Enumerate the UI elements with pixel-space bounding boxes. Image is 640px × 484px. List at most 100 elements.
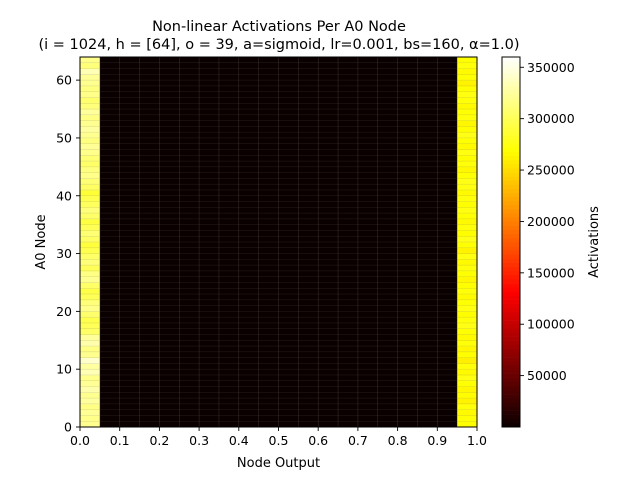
heatmap-cell: [179, 132, 200, 139]
heatmap-cell: [298, 236, 319, 243]
heatmap-cell: [318, 189, 339, 197]
colorbar-band: [502, 237, 520, 243]
heatmap-cell: [298, 357, 319, 364]
heatmap-cell: [338, 253, 359, 260]
heatmap-cell: [417, 259, 438, 266]
colorbar-band: [502, 365, 520, 370]
heatmap-cell: [258, 305, 279, 312]
heatmap-cell: [238, 143, 260, 150]
heatmap-cell: [258, 178, 279, 185]
heatmap-cell: [99, 97, 121, 104]
heatmap-cell: [318, 132, 339, 139]
heatmap-cell: [199, 415, 220, 422]
colorbar-band: [502, 414, 520, 420]
heatmap-cell: [338, 386, 359, 393]
heatmap-cell: [238, 213, 260, 220]
heatmap-cell: [238, 91, 260, 98]
heatmap-cell: [238, 178, 260, 185]
heatmap-cell: [377, 236, 398, 243]
heatmap-cell: [377, 265, 398, 272]
heatmap-cell: [437, 137, 458, 145]
heatmap-cell: [99, 265, 121, 272]
heatmap-cell: [318, 166, 339, 174]
heatmap-cell: [437, 201, 458, 208]
heatmap-cell: [258, 403, 279, 411]
heatmap-cell: [218, 363, 240, 370]
heatmap-cell: [417, 311, 438, 318]
heatmap-cell: [199, 189, 220, 197]
heatmap-cell: [298, 97, 319, 104]
heatmap-cell: [397, 242, 418, 249]
heatmap-cell: [377, 103, 398, 110]
colorbar-band: [502, 139, 520, 144]
heatmap-cell: [397, 68, 418, 75]
heatmap-cell: [417, 374, 438, 382]
heatmap-cell: [139, 230, 160, 237]
heatmap-cell: [80, 213, 101, 220]
heatmap-cell: [119, 351, 140, 359]
heatmap-cell: [357, 270, 379, 278]
heatmap-cell: [218, 305, 240, 312]
heatmap-cell: [179, 97, 200, 104]
heatmap-cell: [377, 253, 398, 260]
heatmap-cell: [357, 282, 379, 289]
heatmap-cell: [298, 195, 319, 202]
heatmap-cell: [417, 120, 438, 127]
heatmap-cell: [437, 149, 458, 156]
heatmap-cell: [417, 85, 438, 93]
heatmap-cell: [457, 218, 478, 226]
heatmap-cell: [80, 282, 101, 289]
heatmap-cell: [377, 137, 398, 145]
heatmap-cell: [298, 242, 319, 249]
heatmap-cell: [397, 184, 418, 191]
heatmap-cell: [357, 421, 379, 428]
heatmap-cell: [139, 288, 160, 295]
colorbar-tick-label: 350000: [527, 60, 575, 75]
heatmap-cell: [139, 143, 160, 150]
heatmap-cell: [218, 236, 240, 243]
heatmap-cell: [377, 155, 398, 162]
heatmap-cell: [258, 57, 279, 64]
heatmap-cell: [417, 178, 438, 185]
heatmap-cell: [80, 126, 101, 133]
heatmap-cell: [338, 85, 359, 93]
heatmap-cell: [80, 351, 101, 359]
heatmap-cell: [417, 207, 438, 214]
heatmap-cell: [258, 247, 279, 254]
heatmap-cell: [338, 409, 359, 416]
colorbar-frame: [501, 56, 521, 428]
heatmap-cell: [179, 62, 200, 69]
heatmap-cell: [437, 380, 458, 387]
heatmap-cell: [377, 288, 398, 295]
heatmap-cell: [338, 97, 359, 104]
heatmap-cell: [179, 305, 200, 312]
heatmap-cell: [218, 126, 240, 133]
heatmap-cell: [318, 270, 339, 278]
heatmap-cell: [397, 189, 418, 197]
heatmap-cell: [457, 380, 478, 387]
heatmap-cell: [199, 322, 220, 330]
heatmap-cell: [99, 213, 121, 220]
heatmap-cell: [199, 311, 220, 318]
heatmap-cell: [99, 236, 121, 243]
heatmap-cell: [80, 265, 101, 272]
heatmap-cell: [80, 369, 101, 376]
heatmap-cell: [397, 288, 418, 295]
heatmap-cell: [298, 224, 319, 231]
heatmap-cell: [397, 322, 418, 330]
heatmap-cell: [139, 317, 160, 324]
heatmap-cell: [139, 114, 160, 121]
colorbar-ticks: 50000 100000 150000 200000 250000 300000 35000…: [520, 60, 575, 383]
colorbar-band: [502, 176, 520, 181]
heatmap-cell: [99, 334, 121, 341]
colorbar-band: [502, 390, 520, 395]
heatmap-cell: [119, 184, 140, 191]
heatmap-cell: [119, 132, 140, 139]
heatmap-cell: [357, 172, 379, 179]
heatmap-cell: [457, 114, 478, 121]
heatmap-cell: [437, 236, 458, 243]
y-tick-label: 30: [56, 246, 72, 261]
heatmap-cell: [318, 259, 339, 266]
heatmap-cell: [179, 299, 200, 306]
